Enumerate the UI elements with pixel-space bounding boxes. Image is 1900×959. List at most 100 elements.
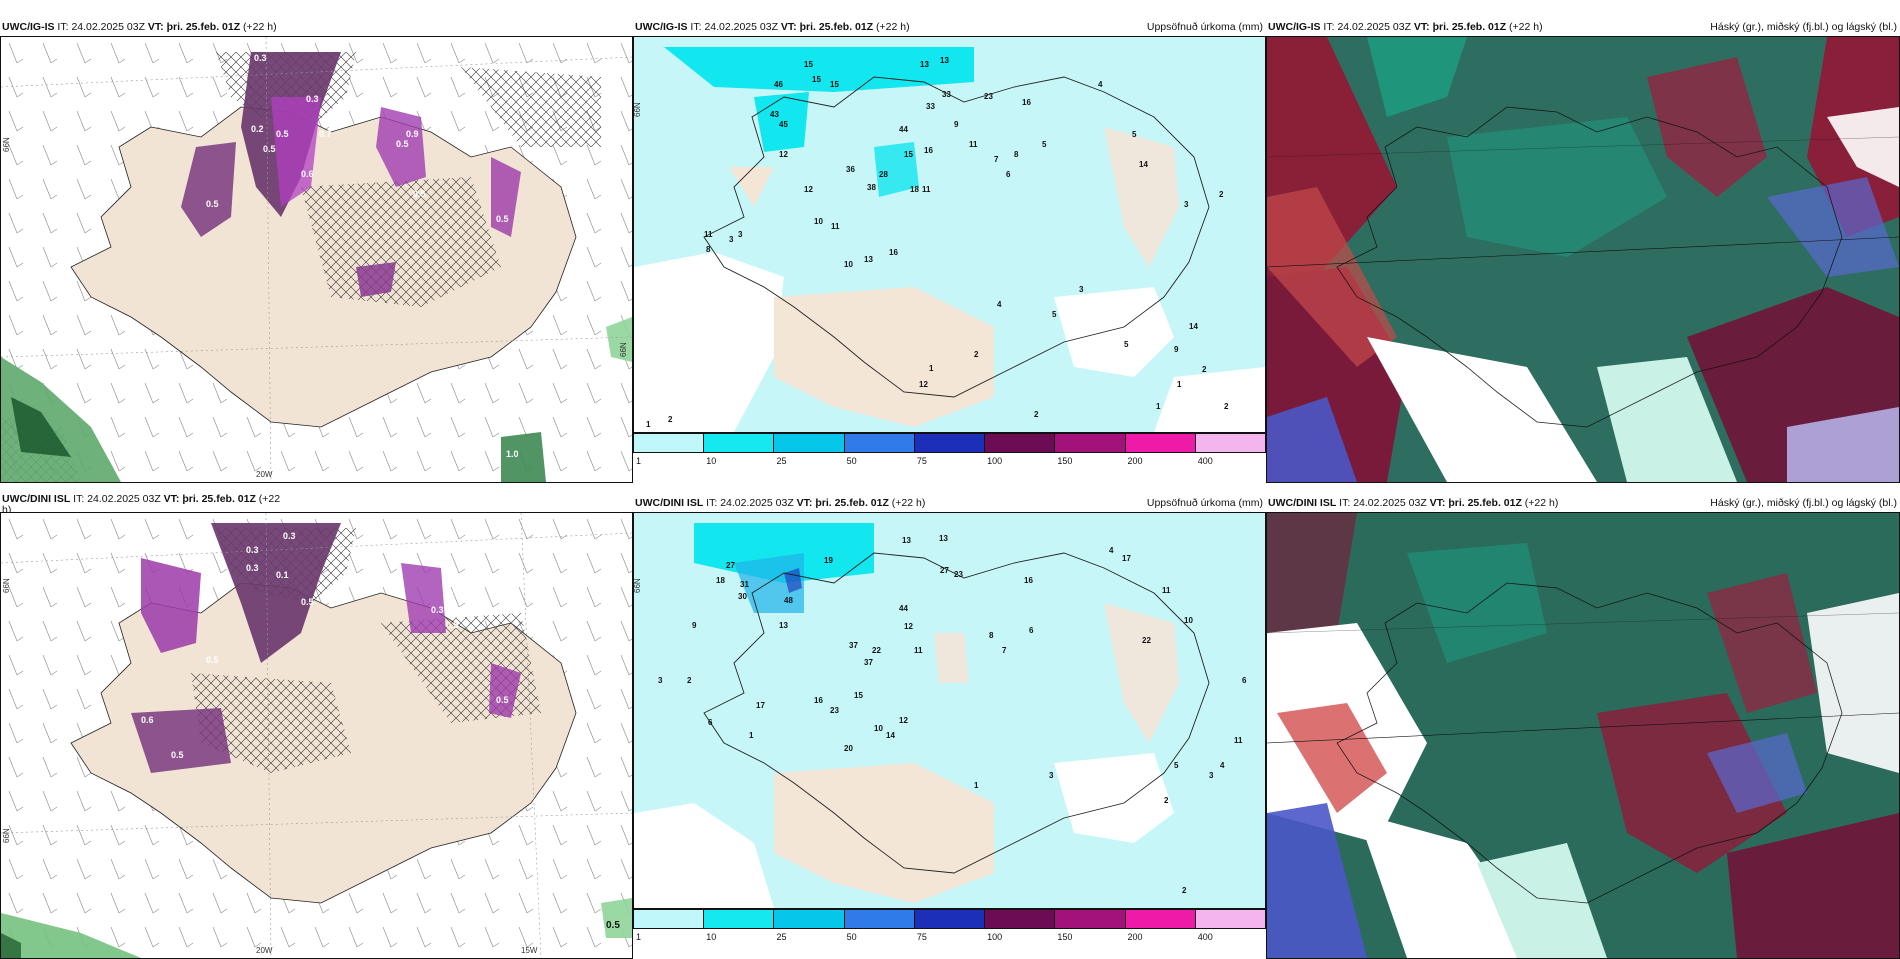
model-name: UWC/IG-IS (1268, 21, 1321, 33)
lead-time-wrap: h) (2, 504, 12, 516)
colorbar-segment: 400 (1195, 434, 1265, 466)
precip-value: 23 (984, 92, 993, 101)
precip-value: 7 (1002, 646, 1007, 655)
model-name: UWC/DINI ISL (1268, 497, 1337, 509)
precip-value: 12 (919, 380, 928, 389)
field-title: Uppsöfnuð úrkoma (mm) (1146, 497, 1263, 509)
precip-value: 33 (942, 90, 951, 99)
colorbar-label: 400 (1197, 456, 1213, 466)
vt-value: þri. 25.feb. 01Z (182, 494, 256, 505)
precip-value: 2 (1202, 365, 1207, 374)
it-value: 24.02.2025 03Z (720, 497, 794, 509)
precip-value: 14 (1189, 322, 1198, 331)
precip-value: 13 (939, 534, 948, 543)
colorbar-segment: 1 (634, 434, 705, 466)
it-value: 24.02.2025 03Z (1337, 21, 1411, 33)
precip-value: 1 (1156, 402, 1161, 411)
precip-value: 4 (1098, 80, 1103, 89)
lat-label: 66N (634, 578, 642, 593)
colorbar-segment: 150 (1055, 434, 1126, 466)
precip-value: 10 (874, 724, 883, 733)
clouds-map-svg (1267, 513, 1899, 958)
colorbar-label: 1 (636, 932, 642, 942)
it-label: IT: (57, 21, 69, 33)
panel-header: UWC/IG-IS IT: 24.02.2025 03Z VT: þri. 25… (0, 18, 633, 36)
lon-label: 20W (256, 470, 273, 479)
colorbar-label: 200 (1127, 456, 1143, 466)
it-label: IT: (706, 497, 718, 509)
precip-value: 16 (1022, 98, 1031, 107)
panel-row2-middle: UWC/DINI ISL IT: 24.02.2025 03Z VT: þri.… (633, 494, 1266, 942)
panel-row2-left: UWC/DINI ISL IT: 24.02.2025 03Z VT: þri.… (0, 494, 633, 959)
precip-value: 44 (899, 604, 908, 613)
vt-value: þri. 25.feb. 01Z (799, 21, 874, 33)
corner-value: 1.0 (506, 449, 519, 459)
icing-contour-label: 0.5 (206, 199, 219, 209)
vt-value: þri. 25.feb. 01Z (815, 497, 889, 509)
precip-value: 1 (974, 781, 979, 790)
colorbar-label: 100 (987, 932, 1003, 942)
precip-value: 9 (954, 120, 959, 129)
lead-time: (+22 h) (1524, 497, 1559, 509)
precip-value: 3 (1184, 200, 1189, 209)
precip-value: 11 (922, 185, 931, 194)
precip-value: 15 (830, 80, 839, 89)
map-icing: 0.3 0.3 0.3 0.5 0.1 0.6 0.5 0.3 0.5 0.5 … (0, 512, 633, 959)
map-clouds (1266, 36, 1900, 483)
iceland-outline (703, 76, 1210, 398)
colorbar-segment: 50 (844, 910, 915, 942)
precip-value: 9 (692, 621, 697, 630)
precip-map-svg: 13 13 19 18 31 27 30 48 27 23 16 44 12 9… (634, 513, 1265, 908)
field-title: Háský (gr.), miðský (fj.bl.) og lágský (… (1710, 497, 1897, 509)
corner-value: 0.5 (606, 920, 620, 931)
precip-value: 3 (1079, 285, 1084, 294)
precip-value: 5 (1174, 761, 1179, 770)
colorbar-label: 150 (1057, 932, 1073, 942)
precip-value: 22 (872, 646, 881, 655)
precip-values: 13 13 19 18 31 27 30 48 27 23 16 44 12 9… (658, 534, 1247, 895)
precip-value: 2 (974, 350, 979, 359)
iceland-outline (703, 552, 1210, 874)
icing-contour-label: 0.2 (251, 124, 264, 134)
colorbar-segment: 1 (634, 910, 705, 942)
precip-value: 16 (889, 248, 898, 257)
precip-value: 8 (989, 631, 994, 640)
vt-value: þri. 25.feb. 01Z (166, 21, 241, 33)
lead-time: (+22 h) (876, 21, 910, 33)
model-name: UWC/IG-IS (2, 21, 55, 33)
precip-value: 14 (886, 731, 895, 740)
precip-value: 3 (729, 235, 734, 244)
precip-value: 11 (1234, 736, 1243, 745)
precip-value: 13 (940, 56, 949, 65)
precip-value: 11 (969, 140, 978, 149)
precip-value: 11 (831, 222, 840, 231)
precip-value: 5 (1042, 140, 1047, 149)
colorbar-label: 10 (706, 456, 717, 466)
icing-contour-label: 0.5 (496, 695, 509, 705)
precip-value: 12 (804, 185, 813, 194)
precip-value: 10 (1184, 616, 1193, 625)
icing-contour-label: 0.3 (254, 53, 267, 63)
it-label: IT: (73, 494, 85, 505)
icing-contour-label: 0.6 (141, 715, 154, 725)
it-label: IT: (1323, 21, 1335, 33)
precip-value: 3 (738, 230, 743, 239)
model-name: UWC/DINI ISL (2, 494, 71, 505)
precip-value: 10 (844, 260, 853, 269)
precip-value: 43 (770, 110, 779, 119)
precip-map-svg: 15 13 13 15 15 46 43 45 33 33 23 16 44 1… (634, 37, 1265, 432)
field-title: Uppsöfnuð úrkoma (mm) (1146, 21, 1263, 33)
precip-value: 3 (1049, 771, 1054, 780)
precip-value: 2 (1164, 796, 1169, 805)
precip-value: 16 (1024, 576, 1033, 585)
precip-value: 12 (904, 622, 913, 631)
icing-contour-label: 0.5 (276, 129, 289, 139)
precip-value: 4 (1220, 761, 1225, 770)
precip-value: 16 (814, 696, 823, 705)
colorbar-segment: 200 (1125, 434, 1196, 466)
colorbar-label: 10 (706, 932, 717, 942)
colorbar-segment: 10 (704, 910, 775, 942)
icing-contour-label: 0.9 (406, 129, 419, 139)
lat-label: 66N (619, 342, 628, 357)
panel-header: UWC/DINI ISL IT: 24.02.2025 03Z VT: þri.… (0, 494, 633, 520)
